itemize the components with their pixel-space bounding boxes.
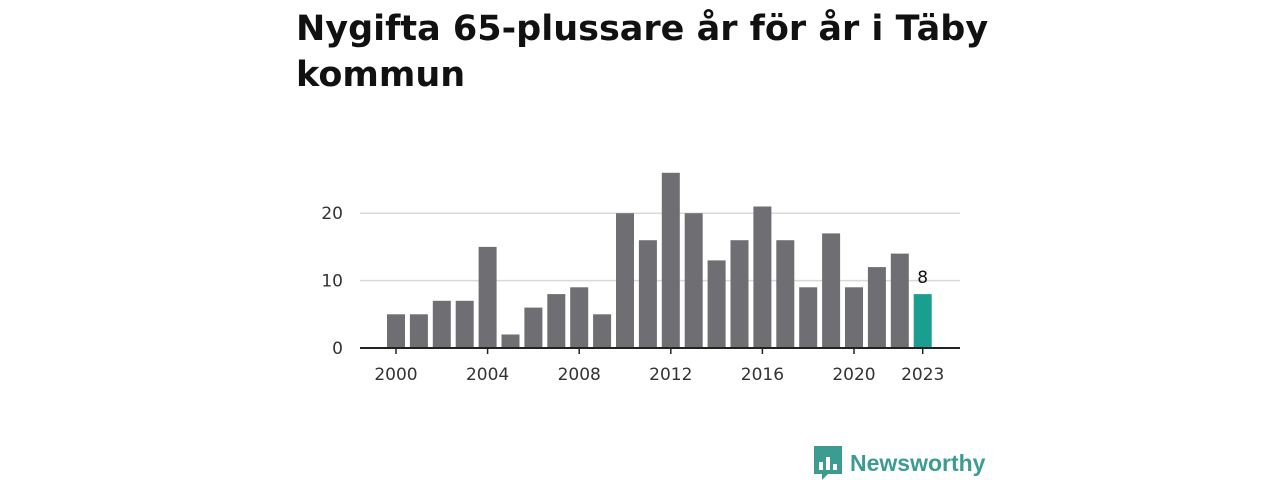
bar-2016 — [753, 206, 772, 348]
bar-2018 — [799, 287, 818, 348]
y-tick-label-10: 10 — [321, 272, 343, 292]
bar-2001 — [409, 314, 428, 348]
bar-2007 — [547, 294, 566, 348]
chart-title: Nygifta 65-plussare år för år i Täby kom… — [296, 9, 989, 95]
bar-2021 — [867, 267, 886, 348]
bar-2009 — [593, 314, 612, 348]
data-labels: 8 — [917, 268, 928, 288]
y-axis: 0 10 20 — [321, 204, 343, 359]
x-axis: 2000 2004 2008 2012 2016 2020 2023 — [360, 347, 960, 385]
bars — [387, 172, 932, 348]
x-tick-label-2020: 2020 — [832, 365, 875, 385]
brand-logo[interactable]: Newsworthy — [814, 446, 985, 480]
bar-2022 — [890, 253, 909, 348]
brand-name: Newsworthy — [850, 449, 986, 476]
bar-2002 — [432, 300, 451, 348]
bar-2008 — [570, 287, 589, 348]
x-tick-label-2023: 2023 — [901, 365, 944, 385]
x-tick-label-2004: 2004 — [466, 365, 509, 385]
bar-2005 — [501, 334, 520, 348]
bar-2003 — [455, 300, 474, 348]
bar-2000 — [387, 314, 405, 348]
bar-2010 — [616, 213, 634, 348]
x-tick-label-2000: 2000 — [374, 365, 417, 385]
y-tick-label-0: 0 — [332, 339, 343, 359]
bar-2017 — [776, 240, 795, 348]
bar-2014 — [707, 260, 726, 348]
data-label-2023: 8 — [917, 268, 928, 288]
bar-2006 — [524, 307, 543, 348]
bar-2012 — [661, 172, 680, 348]
bar-2011 — [638, 240, 657, 348]
gridlines — [360, 212, 960, 282]
bar-2015 — [730, 240, 749, 348]
bar-2023 — [913, 294, 932, 348]
bar-2020 — [845, 287, 863, 348]
newsworthy-logo-icon — [814, 446, 842, 480]
x-tick-label-2008: 2008 — [558, 365, 601, 385]
bar-2004 — [478, 246, 497, 348]
x-tick-label-2012: 2012 — [649, 365, 692, 385]
bar-2019 — [822, 233, 841, 348]
bar-2013 — [684, 213, 703, 348]
y-tick-label-20: 20 — [321, 204, 343, 224]
x-tick-label-2016: 2016 — [741, 365, 784, 385]
